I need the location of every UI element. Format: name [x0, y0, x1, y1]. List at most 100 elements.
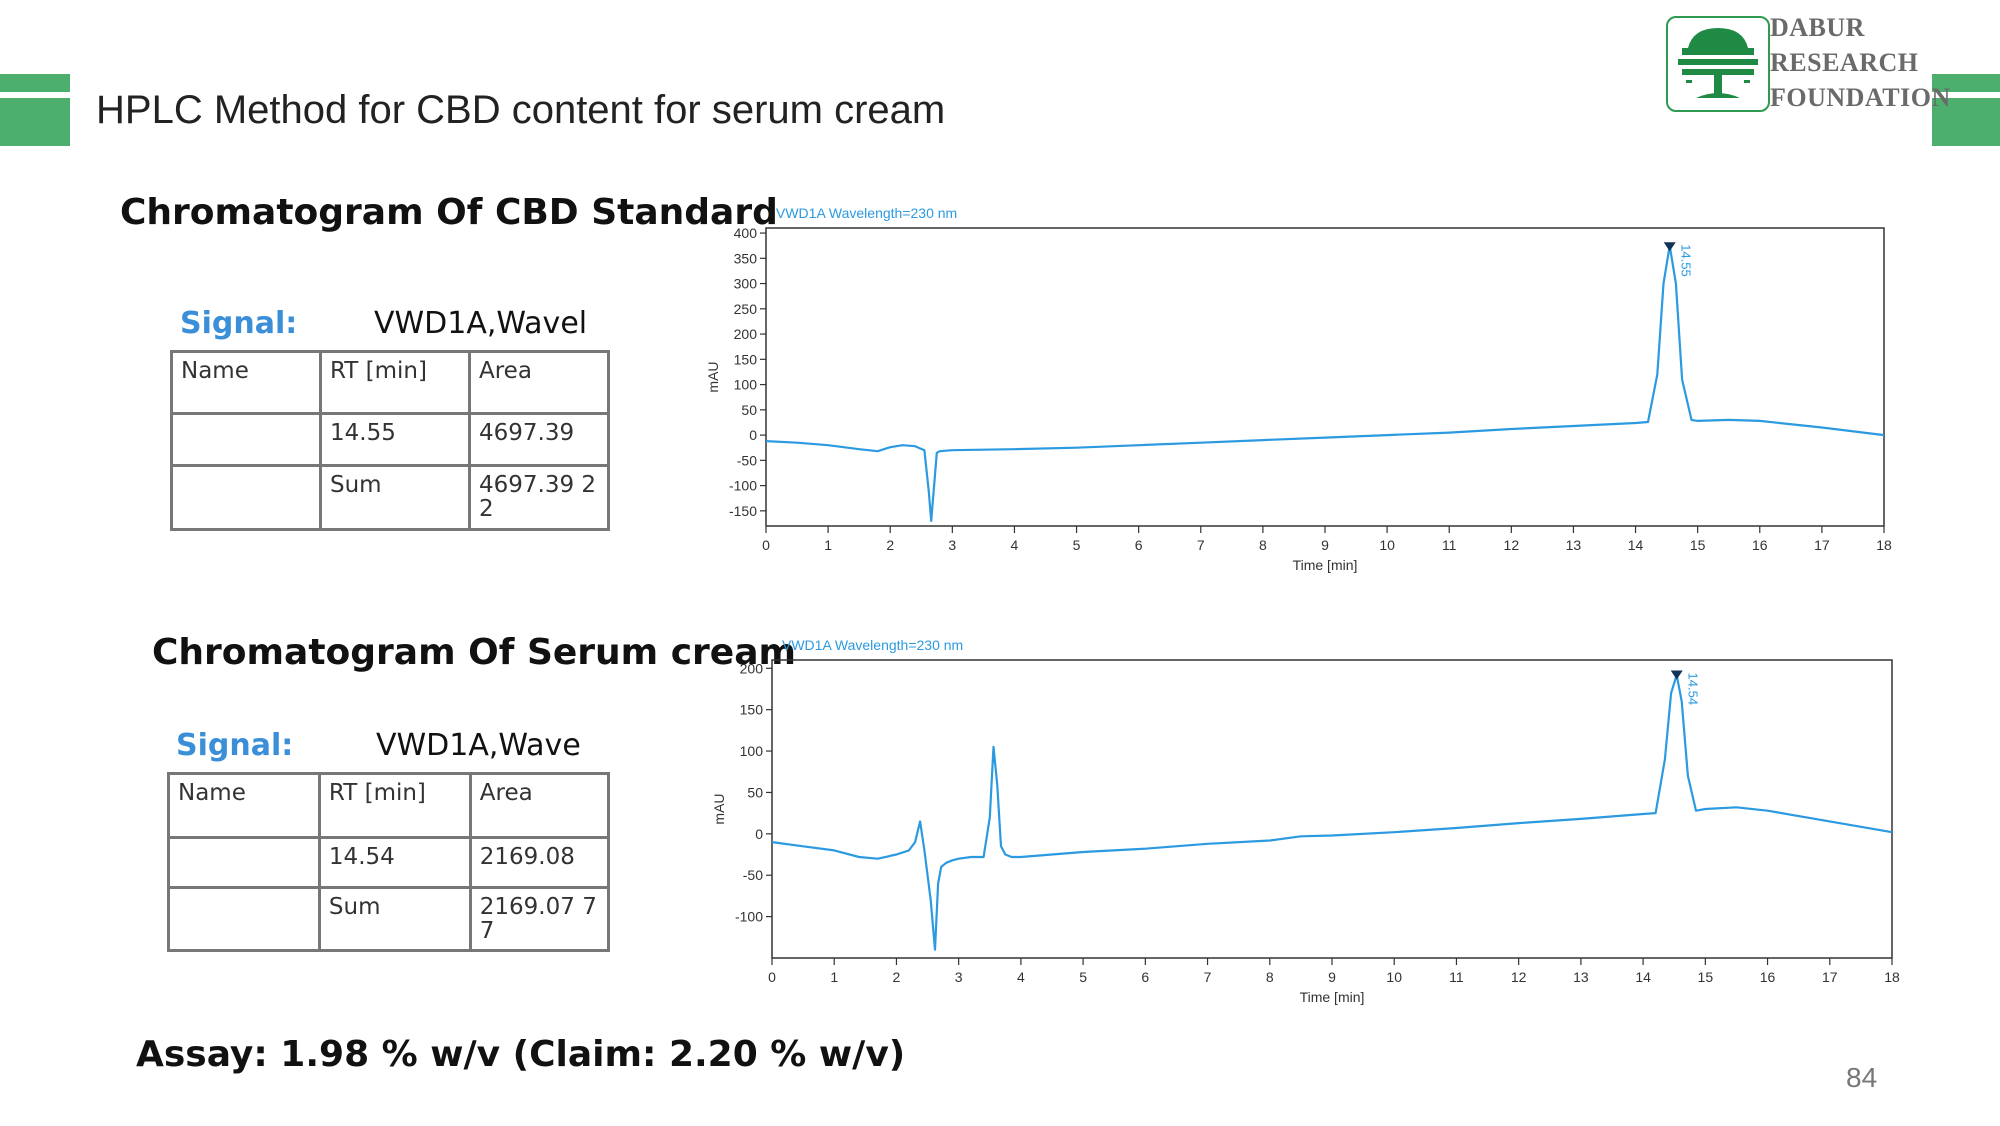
table-header-row: Name RT [min] Area — [167, 772, 611, 839]
x-tick-label: 18 — [1876, 537, 1892, 553]
y-tick-label: 0 — [749, 427, 757, 443]
y-tick-label: 250 — [734, 301, 758, 317]
x-tick-label: 13 — [1573, 969, 1589, 985]
y-tick-label: 100 — [740, 743, 764, 759]
serum-peak-table: Name RT [min] Area 14.54 2169.08 Sum 216… — [167, 772, 611, 952]
peak-label: 14.54 — [1686, 673, 1701, 706]
table-header-cell: Name — [170, 350, 322, 415]
table-cell — [170, 464, 322, 531]
x-tick-label: 18 — [1884, 969, 1900, 985]
table-cell: 2169.07 77 — [468, 886, 611, 952]
x-tick-label: 12 — [1504, 537, 1520, 553]
x-tick-label: 7 — [1204, 969, 1212, 985]
standard-peak-table: Name RT [min] Area 14.55 4697.39 Sum 469… — [170, 350, 610, 531]
x-tick-label: 8 — [1259, 537, 1267, 553]
x-tick-label: 5 — [1073, 537, 1081, 553]
x-tick-label: 4 — [1017, 969, 1025, 985]
x-tick-label: 10 — [1386, 969, 1402, 985]
x-tick-label: 9 — [1328, 969, 1336, 985]
logo-text: DABUR RESEARCH FOUNDATION — [1770, 10, 1951, 115]
x-tick-label: 9 — [1321, 537, 1329, 553]
x-axis-label: Time [min] — [1300, 989, 1365, 1005]
y-tick-label: 400 — [734, 225, 758, 241]
x-tick-label: 15 — [1698, 969, 1714, 985]
x-tick-label: 14 — [1628, 537, 1644, 553]
table-header-cell: Name — [167, 772, 321, 839]
y-tick-label: -100 — [729, 478, 757, 494]
x-tick-label: 17 — [1822, 969, 1838, 985]
x-tick-label: 3 — [955, 969, 963, 985]
x-tick-label: 6 — [1141, 969, 1149, 985]
y-tick-label: 200 — [734, 326, 758, 342]
x-tick-label: 5 — [1079, 969, 1087, 985]
slide-title: HPLC Method for CBD content for serum cr… — [96, 88, 946, 132]
x-tick-label: 0 — [768, 969, 776, 985]
x-tick-label: 2 — [893, 969, 901, 985]
x-tick-label: 4 — [1011, 537, 1019, 553]
table-cell: Sum — [317, 886, 472, 952]
y-tick-label: -100 — [735, 909, 763, 925]
x-tick-label: 12 — [1511, 969, 1527, 985]
table-cell: Sum — [319, 464, 471, 531]
x-tick-label: 7 — [1197, 537, 1205, 553]
table-row: 14.54 2169.08 — [167, 836, 611, 889]
x-tick-label: 1 — [830, 969, 838, 985]
serum-signal-label: Signal: — [176, 728, 294, 763]
x-tick-label: 13 — [1566, 537, 1582, 553]
table-header-cell: RT [min] — [319, 350, 471, 415]
x-tick-label: 17 — [1814, 537, 1830, 553]
x-tick-label: 1 — [824, 537, 832, 553]
serum-chromatogram-chart: VWD1A Wavelength=230 nm0 1 2 3 4 5 6 7 8 9 10 11 12 1… — [711, 637, 1900, 1005]
x-axis-label: Time [min] — [1293, 557, 1358, 573]
x-tick-label: 10 — [1379, 537, 1395, 553]
x-tick-label: 6 — [1135, 537, 1143, 553]
chromatogram-line — [771, 673, 1893, 951]
table-cell — [167, 886, 321, 952]
peak-marker — [1663, 242, 1676, 252]
table-cell: 2169.08 — [468, 836, 611, 889]
y-tick-label: 0 — [755, 826, 763, 842]
y-tick-label: 200 — [740, 660, 764, 676]
x-tick-label: 11 — [1449, 969, 1464, 985]
right-accent-bar-top — [1932, 74, 2000, 92]
serum-signal-value: VWD1A,Wave — [376, 728, 581, 763]
table-header-cell: Area — [468, 772, 611, 839]
table-row: Sum 4697.39 22 — [170, 464, 610, 531]
page-number: 84 — [1846, 1062, 1878, 1093]
serum-heading: Chromatogram Of Serum cream — [152, 632, 797, 673]
chromatogram-line — [765, 244, 1885, 522]
table-cell — [167, 836, 321, 889]
table-row: Sum 2169.07 77 — [167, 886, 611, 952]
standard-heading: Chromatogram Of CBD Standard — [120, 192, 778, 233]
table-cell: 14.54 — [317, 836, 472, 889]
x-tick-label: 16 — [1752, 537, 1768, 553]
peak-label: 14.55 — [1679, 244, 1694, 277]
y-tick-label: 150 — [734, 351, 758, 367]
y-tick-label: -150 — [729, 503, 757, 519]
table-cell — [170, 412, 322, 467]
table-row: 14.55 4697.39 — [170, 412, 610, 467]
x-tick-label: 14 — [1635, 969, 1651, 985]
x-tick-label: 15 — [1690, 537, 1706, 553]
standard-chromatogram-chart: VWD1A Wavelength=230 nm0 1 2 3 4 5 6 7 8 9 10 11 12 1… — [705, 205, 1892, 573]
y-tick-label: -50 — [743, 867, 763, 883]
left-accent-bar-top — [0, 74, 70, 92]
x-tick-label: 2 — [886, 537, 894, 553]
right-accent-bar-bottom — [1932, 98, 2000, 146]
logo — [1666, 16, 1770, 112]
table-cell: 4697.39 22 — [468, 464, 610, 531]
y-tick-label: 50 — [747, 784, 763, 800]
y-axis-label: mAU — [705, 361, 721, 392]
y-tick-label: 150 — [740, 702, 764, 718]
y-tick-label: 300 — [734, 276, 758, 292]
chart-title: VWD1A Wavelength=230 nm — [776, 205, 957, 221]
y-tick-label: 100 — [734, 377, 758, 393]
peak-marker — [1670, 670, 1683, 680]
standard-signal-label: Signal: — [180, 306, 298, 341]
y-tick-label: 350 — [734, 250, 758, 266]
standard-signal-value: VWD1A,Wavel — [374, 306, 588, 341]
table-cell: 14.55 — [319, 412, 471, 467]
table-header-cell: RT [min] — [317, 772, 472, 839]
chart-title: VWD1A Wavelength=230 nm — [782, 637, 963, 653]
table-header-cell: Area — [468, 350, 610, 415]
